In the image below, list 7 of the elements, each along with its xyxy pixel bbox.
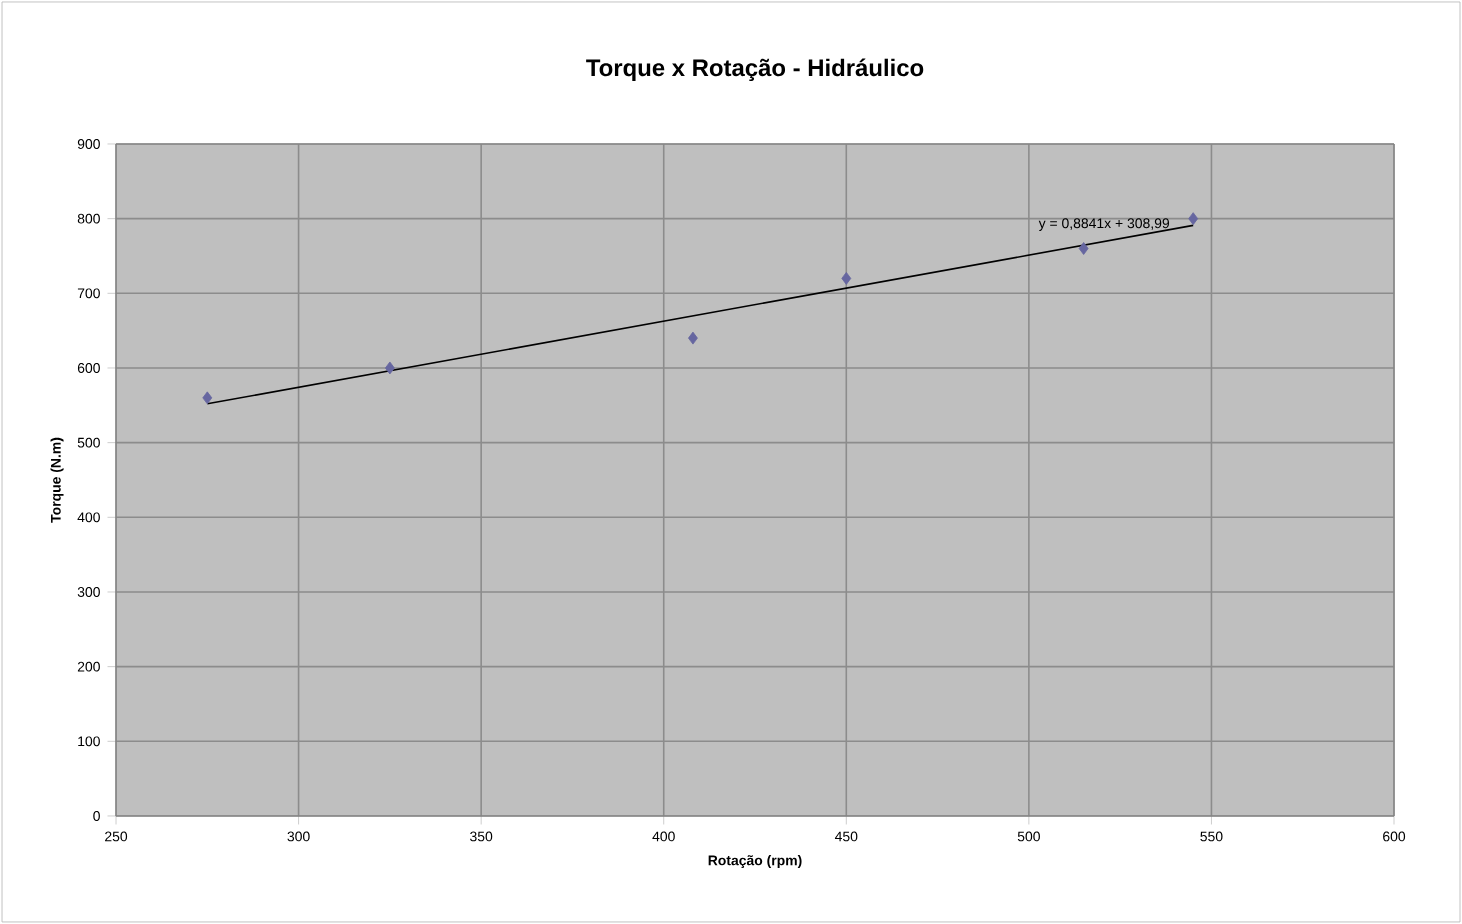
- point: [841, 271, 852, 285]
- point: [384, 361, 395, 375]
- point: [688, 331, 698, 345]
- point: [1188, 212, 1199, 226]
- point: [1078, 242, 1089, 255]
- point: [202, 391, 213, 405]
- chart-title: Torque x Rotação - Hidráulico: [586, 58, 924, 81]
